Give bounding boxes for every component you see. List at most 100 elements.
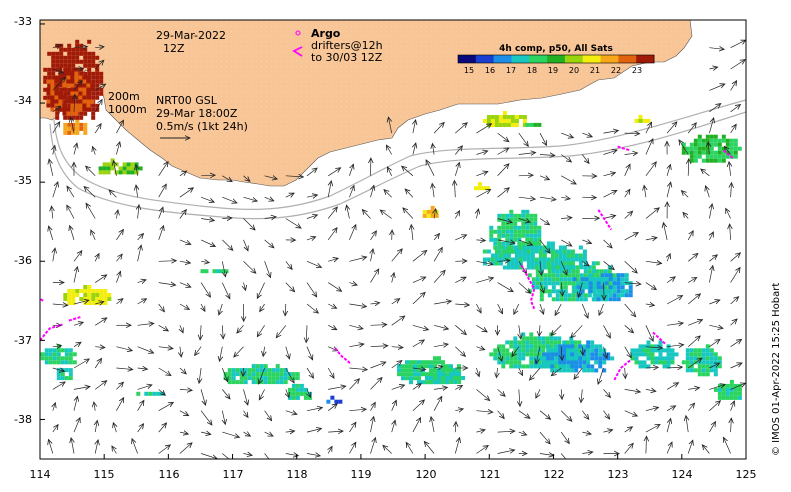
x-tick-label: 118 [287,468,308,481]
current-vector [730,339,742,347]
current-vector [598,367,604,384]
sst-patch [634,114,651,123]
colorbar-swatch [600,55,619,63]
current-vector [201,303,205,311]
current-vector [561,197,570,199]
current-vector [243,367,244,376]
current-vector [370,378,383,390]
current-vector [603,389,611,397]
current-vector [137,385,152,390]
current-vector [220,346,223,362]
current-vector [285,282,295,292]
current-vector [688,388,699,390]
contour-200m-label: 200m [108,90,140,103]
current-vector [625,367,626,378]
current-vector [455,211,459,219]
current-vector [49,440,54,454]
current-vector [158,402,174,412]
current-vector [52,69,64,73]
current-vector [349,422,356,433]
current-vector [349,283,357,286]
current-vector [433,122,444,134]
current-vector [603,150,618,155]
current-vector [411,225,413,240]
sst-patch [534,340,615,373]
current-vector [603,173,616,176]
y-tick-label: -33 [14,15,32,28]
x-tick-label: 124 [672,468,693,481]
current-vector [179,443,192,454]
current-vector [688,159,689,176]
current-vector [540,282,544,293]
current-vector [95,302,104,304]
current-vector [561,282,562,296]
current-vector [645,304,655,305]
current-vector [455,277,466,283]
current-vector [93,147,96,155]
current-vector [624,410,638,416]
current-vector [709,67,717,69]
credit-label: © IMOS 01-Apr-2022 15:25 Hobart [771,283,782,456]
current-vector [645,122,652,134]
current-vector [137,299,147,305]
current-vector [539,155,555,156]
current-vector [497,450,515,454]
current-vector [497,389,506,396]
current-vector [328,386,346,389]
current-vector [561,218,572,219]
current-vector [603,410,610,419]
current-vector [306,282,317,297]
current-vector [116,299,123,305]
current-vector [201,432,211,434]
current-vector [731,183,732,198]
current-vector [709,204,712,219]
current-vector [667,165,670,176]
current-vector [306,429,321,433]
current-vector [263,346,265,357]
current-vector [666,277,675,283]
current-vector [276,325,287,337]
current-vector [306,195,317,197]
current-vector [391,385,405,390]
current-vector [234,346,244,357]
current-vector [603,131,619,134]
current-vector [349,325,363,329]
current-vector [200,389,205,405]
current-vector [455,146,462,155]
current-vector [306,325,307,342]
current-vector [243,175,250,182]
current-vector [73,322,83,325]
current-vector [574,367,583,379]
current-vector [158,423,167,433]
current-vector [116,271,120,283]
colorbar-title: 4h comp, p50, All Sats [499,44,613,54]
current-vector [624,346,632,358]
argo-track [613,359,632,381]
current-vector [454,438,459,454]
y-tick-label: -35 [14,174,32,187]
current-vector [645,208,659,219]
current-vector [349,257,366,262]
current-vector [603,261,615,269]
current-vector [244,410,249,418]
current-vector [666,122,677,134]
current-vector [114,161,117,176]
current-vector [624,189,630,198]
current-vector [347,205,350,219]
current-vector [539,454,554,456]
current-vector [709,104,720,113]
current-vector [349,368,367,370]
current-vector [52,304,68,305]
current-vector [264,453,270,459]
current-vector [455,235,466,241]
current-vector [362,210,371,219]
current-vector [624,443,634,454]
current-vector [476,190,490,198]
current-vector [497,132,509,142]
current-vector [158,367,171,376]
current-vector [116,230,123,241]
current-vector-field [49,40,746,459]
current-vector [455,409,463,411]
gsl-label: NRT00 GSL [156,94,218,107]
sst-colorbar [457,54,655,64]
